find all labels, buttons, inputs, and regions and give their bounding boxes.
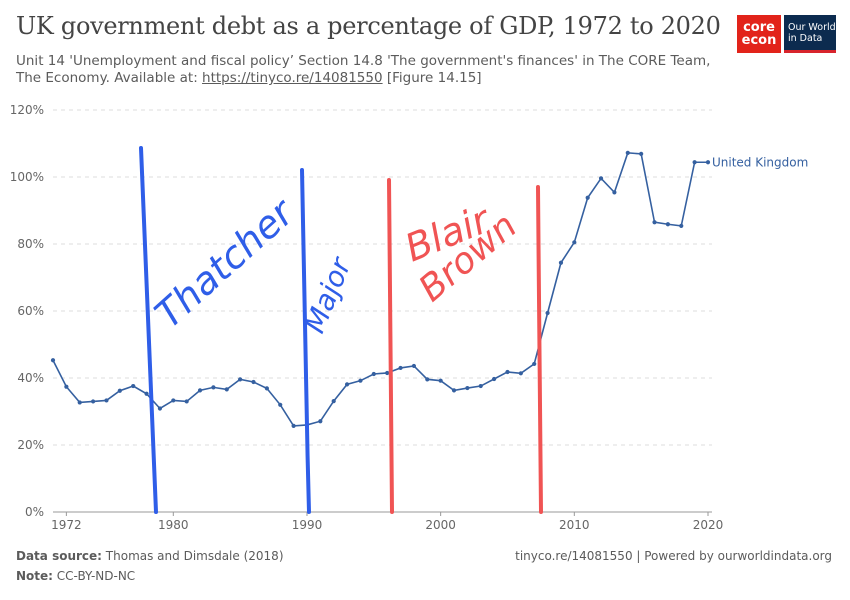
x-tick-label: 2010 (559, 518, 590, 532)
series-line-united-kingdom (52, 152, 708, 427)
data-point[interactable] (639, 151, 644, 156)
data-point[interactable] (545, 310, 550, 316)
data-point[interactable] (64, 384, 69, 389)
annotation-major: Major (298, 252, 358, 338)
source-link[interactable]: https://tinyco.re/14081550 (202, 70, 383, 86)
annotation-thatcher: Thatcher (147, 189, 304, 337)
data-point[interactable] (679, 223, 684, 229)
data-point[interactable] (144, 391, 149, 396)
logos: core econ Our World in Data (737, 15, 836, 53)
x-tick-label: 1980 (158, 518, 189, 532)
data-point[interactable] (425, 377, 430, 382)
chart-title: UK government debt as a percentage of GD… (16, 12, 721, 40)
data-point[interactable] (331, 399, 336, 404)
data-point[interactable] (264, 386, 269, 391)
data-point[interactable] (184, 399, 189, 404)
handwritten-annotations: Thatcher Major Blair Brown (139, 146, 543, 514)
data-point[interactable] (665, 222, 670, 227)
subtitle-figure-ref: [Figure 14.15] (382, 70, 482, 86)
data-point[interactable] (358, 378, 363, 383)
data-point[interactable] (278, 402, 283, 407)
y-tick-label: 120% (10, 103, 44, 117)
data-point[interactable] (451, 388, 457, 393)
data-point[interactable] (465, 385, 470, 391)
y-tick-label: 0% (25, 505, 44, 519)
data-source-value: Thomas and Dimsdale (2018) (105, 549, 284, 563)
annotation-line-thatcher-start (139, 146, 158, 514)
x-tick-label: 2020 (693, 518, 724, 532)
data-point[interactable] (612, 190, 617, 195)
data-point[interactable] (171, 398, 176, 403)
data-point[interactable] (104, 398, 109, 403)
data-point[interactable] (705, 160, 711, 165)
data-point[interactable] (532, 361, 537, 367)
y-tick-label: 80% (17, 237, 44, 251)
note-label: Note: (16, 569, 53, 583)
data-point[interactable] (318, 419, 323, 424)
series-layer: United Kingdom (50, 150, 808, 429)
data-point[interactable] (131, 383, 136, 389)
data-point[interactable] (385, 370, 390, 376)
series-label[interactable]: United Kingdom (712, 155, 808, 169)
note-value: CC-BY-ND-NC (56, 569, 136, 583)
subtitle-text: Unit 14 'Unemployment and fiscal policy’… (16, 53, 711, 86)
footer-credits: tinyco.re/14081550 | Powered by ourworld… (515, 549, 832, 563)
data-point[interactable] (438, 378, 443, 383)
data-point[interactable] (585, 195, 590, 200)
data-point[interactable] (518, 371, 523, 376)
data-point[interactable] (50, 358, 56, 363)
data-point[interactable] (398, 365, 403, 371)
x-tick-label: 1990 (292, 518, 323, 532)
data-point[interactable] (224, 387, 229, 392)
y-tick-label: 100% (10, 170, 44, 184)
axes: 0% 20% 40% 60% 80% 100% 120% 1972 1980 1990 2000 20… (10, 103, 724, 532)
y-tick-label: 60% (17, 304, 44, 318)
data-point[interactable] (371, 371, 376, 377)
data-point[interactable] (558, 260, 564, 265)
data-point[interactable] (344, 382, 350, 387)
grid (53, 109, 712, 513)
data-point[interactable] (238, 377, 243, 382)
data-point[interactable] (598, 176, 604, 181)
data-source: Data source: Thomas and Dimsdale (2018) (16, 549, 284, 563)
note: Note: CC-BY-ND-NC (16, 569, 135, 583)
data-point[interactable] (91, 399, 96, 404)
data-source-label: Data source: (16, 549, 102, 563)
annotation-line-brown-end (536, 185, 543, 514)
data-point[interactable] (572, 240, 577, 245)
data-point[interactable] (625, 150, 630, 155)
data-point[interactable] (505, 369, 510, 375)
data-point[interactable] (291, 423, 296, 429)
data-point[interactable] (211, 385, 216, 390)
x-tick-label: 2000 (425, 518, 456, 532)
data-point[interactable] (492, 376, 497, 382)
x-tick-label: 1972 (51, 518, 82, 532)
annotation-line-blair-start (387, 178, 394, 514)
data-point[interactable] (197, 388, 203, 393)
y-tick-label: 20% (17, 438, 44, 452)
chart-subtitle: Unit 14 'Unemployment and fiscal policy’… (16, 53, 726, 87)
data-point[interactable] (692, 160, 697, 165)
data-point[interactable] (652, 220, 657, 225)
y-tick-label: 40% (17, 371, 44, 385)
core-econ-logo[interactable]: core econ (737, 15, 781, 53)
data-point[interactable] (77, 400, 82, 405)
annotation-line-major-start (300, 168, 311, 514)
our-world-in-data-logo[interactable]: Our World in Data (784, 15, 836, 53)
data-point[interactable] (251, 379, 256, 385)
data-point[interactable] (157, 406, 163, 411)
data-point[interactable] (478, 383, 483, 389)
data-point[interactable] (117, 388, 122, 393)
data-point[interactable] (411, 363, 417, 369)
